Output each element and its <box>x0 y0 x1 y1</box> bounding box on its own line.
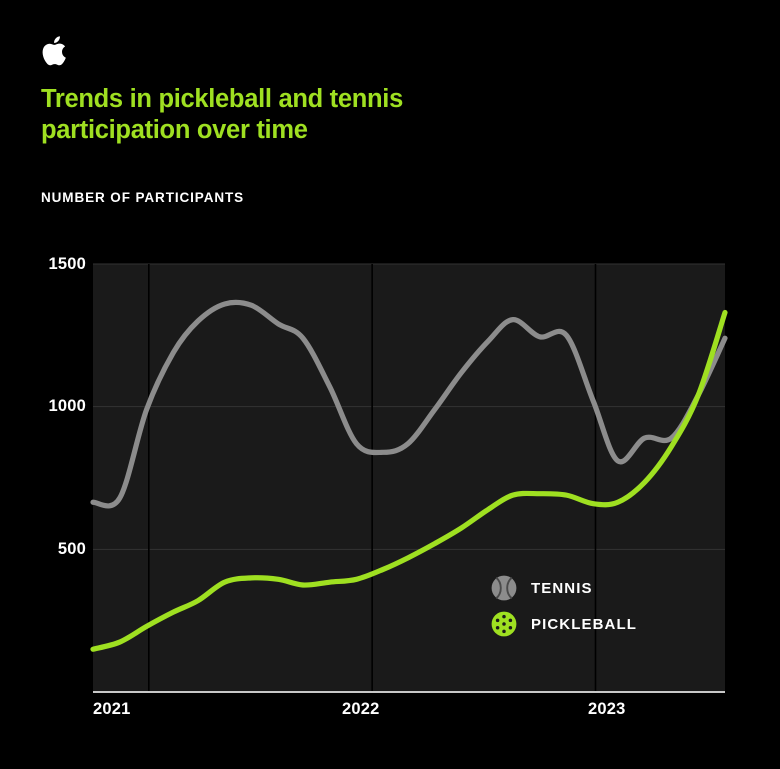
x-tick-label: 2023 <box>588 700 626 718</box>
y-axis: 1500 1000 500 <box>0 255 86 692</box>
legend-item-pickleball: Pickleball <box>491 606 637 642</box>
horizontal-gridlines <box>93 263 725 550</box>
chart-svg <box>90 263 728 692</box>
x-tick-label: 2021 <box>93 700 131 718</box>
tennis-ball-icon <box>491 575 517 601</box>
x-tick-label: 2022 <box>342 700 380 718</box>
series-lines <box>90 299 728 652</box>
y-axis-caption: Number of participants <box>41 190 245 205</box>
x-axis: 2021 2022 2023 <box>93 700 753 730</box>
legend-label-pickleball: Pickleball <box>531 615 637 633</box>
chart-legend: Tennis Pickleball <box>491 570 637 642</box>
legend-label-tennis: Tennis <box>531 579 593 597</box>
x-axis-line <box>93 691 725 693</box>
y-tick-label: 1500 <box>48 255 86 273</box>
y-tick-label: 1000 <box>48 397 86 415</box>
pickleball-icon <box>491 611 517 637</box>
y-tick-label: 500 <box>57 540 86 558</box>
apple-logo-icon <box>41 36 67 67</box>
series-line-tennis <box>90 299 728 509</box>
plot-area <box>90 263 728 692</box>
plot-background <box>93 264 725 692</box>
legend-item-tennis: Tennis <box>491 570 637 606</box>
series-line-pickleball <box>90 309 728 652</box>
page-title: Trends in pickleball and tennis particip… <box>41 85 403 144</box>
vertical-gridlines <box>148 264 597 692</box>
